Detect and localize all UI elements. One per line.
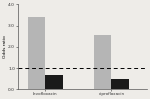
- Y-axis label: Odds ratio: Odds ratio: [3, 35, 7, 58]
- Bar: [28, 17, 45, 89]
- Bar: [111, 79, 129, 89]
- Bar: [94, 35, 111, 89]
- Bar: [45, 75, 63, 89]
